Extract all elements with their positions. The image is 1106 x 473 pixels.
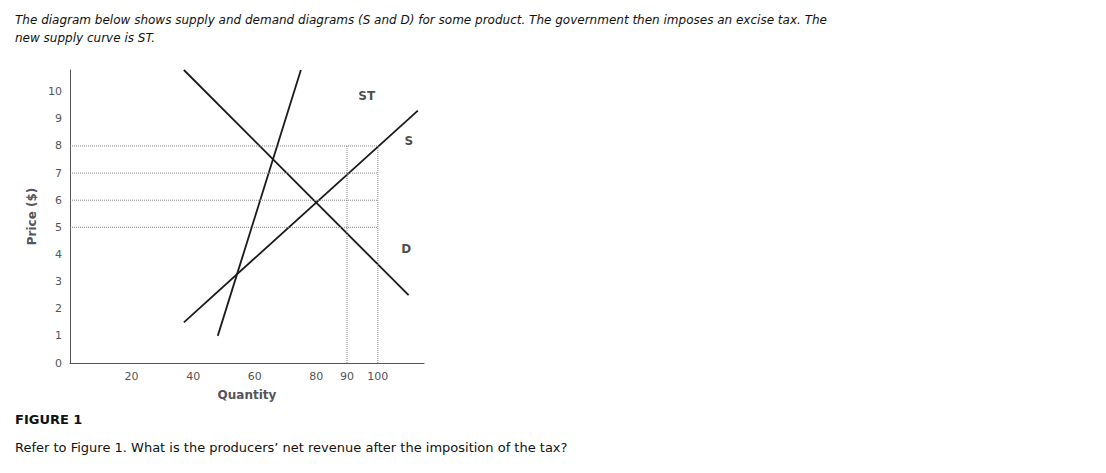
svg-text:new supply curve is ST.: new supply curve is ST. [15,31,155,45]
svg-text:10: 10 [48,85,62,98]
svg-text:90: 90 [340,370,354,383]
svg-text:60: 60 [248,370,262,383]
svg-text:S: S [404,134,413,148]
svg-text:2: 2 [55,302,62,315]
svg-text:20: 20 [125,370,139,383]
svg-text:The diagram below shows supply: The diagram below shows supply and deman… [15,13,827,27]
svg-text:9: 9 [55,112,62,125]
svg-text:Price ($): Price ($) [25,188,39,246]
svg-text:100: 100 [367,370,388,383]
svg-text:Quantity: Quantity [218,388,277,402]
svg-text:4: 4 [55,248,62,261]
svg-text:6: 6 [55,194,62,207]
svg-text:5: 5 [55,221,62,234]
svg-text:FIGURE 1: FIGURE 1 [15,412,82,427]
svg-text:1: 1 [55,329,62,342]
svg-text:0: 0 [55,357,62,370]
svg-text:3: 3 [55,275,62,288]
svg-text:40: 40 [186,370,200,383]
svg-text:D: D [401,242,411,256]
svg-text:80: 80 [309,370,323,383]
svg-text:ST: ST [358,89,376,103]
svg-text:8: 8 [55,139,62,152]
svg-text:7: 7 [55,167,62,180]
svg-text:Refer to Figure 1. What is the: Refer to Figure 1. What is the producers… [15,440,567,455]
